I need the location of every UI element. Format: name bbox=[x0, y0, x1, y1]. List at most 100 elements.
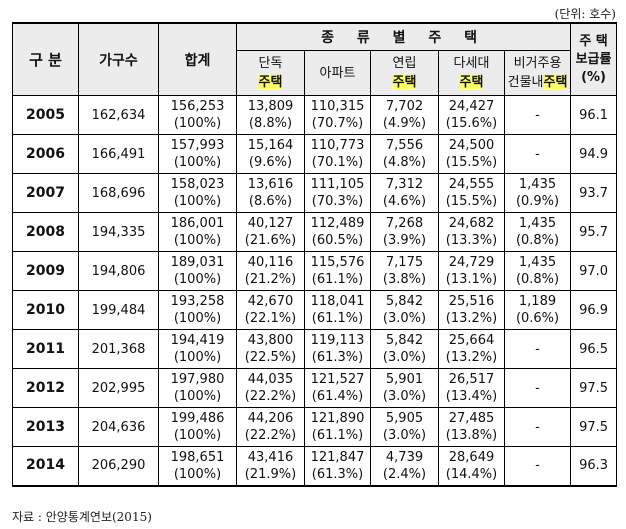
cell-households: 206,290 bbox=[78, 446, 159, 487]
cell-value: 1,435 bbox=[518, 177, 557, 192]
cell-percent: (100%) bbox=[173, 194, 222, 209]
cell-percent: (3.0%) bbox=[382, 428, 427, 443]
cell-apartment: 121,527 (61.4%) bbox=[304, 368, 371, 408]
cell-detached: 40,127 (21.6%) bbox=[236, 212, 305, 252]
cell-row-house: 5,905 (3.0%) bbox=[370, 407, 439, 447]
table-row: 2008 194,335 186,001 (100%) 40,127 (21.6%) 112… bbox=[12, 212, 618, 252]
cell-value: 26,517 bbox=[448, 372, 495, 387]
highlight-text: 주택 bbox=[392, 75, 417, 90]
cell-row-house: 7,312 (4.6%) bbox=[370, 173, 439, 213]
cell-value: - bbox=[535, 341, 540, 357]
cell-percent: (61.1%) bbox=[311, 428, 364, 443]
cell-row-house: 7,702 (4.9%) bbox=[370, 95, 439, 135]
cell-apartment: 121,890 (61.1%) bbox=[304, 407, 371, 447]
cell-detached: 42,670 (22.1%) bbox=[236, 290, 305, 330]
cell-percent: (61.1%) bbox=[311, 311, 364, 326]
cell-detached: 43,416 (21.9%) bbox=[236, 446, 305, 487]
cell-year: 2012 bbox=[12, 368, 79, 408]
cell-percent: (15.5%) bbox=[445, 194, 498, 209]
unit-note: (단위: 호수) bbox=[554, 7, 616, 21]
cell-supply-rate: 95.7 bbox=[570, 212, 618, 252]
cell-percent: (8.6%) bbox=[248, 194, 293, 209]
header-total: 합계 bbox=[158, 22, 237, 96]
cell-value: 43,800 bbox=[247, 333, 294, 348]
cell-non-residential: - bbox=[503, 407, 572, 447]
cell-value: 27,485 bbox=[448, 411, 495, 426]
cell-households: 201,368 bbox=[78, 329, 159, 369]
cell-year: 2006 bbox=[12, 134, 79, 174]
cell-supply-rate: 96.9 bbox=[570, 290, 618, 330]
cell-households: 194,335 bbox=[78, 212, 159, 252]
cell-value: 5,905 bbox=[385, 411, 424, 426]
cell-total: 158,023 (100%) bbox=[158, 173, 237, 213]
table-row: 2005 162,634 156,253 (100%) 13,809 (8.8%) 110,… bbox=[12, 95, 618, 135]
cell-multi-household: 24,427 (15.6%) bbox=[438, 95, 505, 135]
cell-total: 194,419 (100%) bbox=[158, 329, 237, 369]
cell-row-house: 5,901 (3.0%) bbox=[370, 368, 439, 408]
cell-percent: (21.6%) bbox=[244, 233, 297, 248]
cell-value: 7,702 bbox=[385, 99, 424, 114]
cell-supply-rate: 96.1 bbox=[570, 95, 618, 135]
table-body: 2005 162,634 156,253 (100%) 13,809 (8.8%) 110,… bbox=[12, 95, 618, 487]
cell-value: - bbox=[535, 107, 540, 123]
header-supply-rate: 주 택 보급률 (%) bbox=[570, 22, 618, 96]
cell-supply-rate: 96.3 bbox=[570, 446, 618, 487]
highlight-text: 주택 bbox=[459, 75, 484, 90]
cell-supply-rate: 97.5 bbox=[570, 407, 618, 447]
header-row-house: 연립 주택 bbox=[370, 50, 439, 96]
cell-supply-rate: 93.7 bbox=[570, 173, 618, 213]
cell-apartment: 110,315 (70.7%) bbox=[304, 95, 371, 135]
cell-detached: 13,809 (8.8%) bbox=[236, 95, 305, 135]
cell-row-house: 4,739 (2.4%) bbox=[370, 446, 439, 487]
cell-percent: (61.3%) bbox=[311, 466, 364, 482]
cell-value: 13,809 bbox=[247, 99, 294, 114]
cell-value: 1,189 bbox=[518, 294, 557, 309]
cell-supply-rate: 97.0 bbox=[570, 251, 618, 291]
cell-percent: (100%) bbox=[173, 155, 222, 170]
cell-percent: (22.5%) bbox=[244, 350, 297, 365]
cell-apartment: 111,105 (70.3%) bbox=[304, 173, 371, 213]
cell-value: 7,312 bbox=[385, 177, 424, 192]
cell-percent: (61.1%) bbox=[311, 272, 364, 287]
cell-percent: (100%) bbox=[173, 428, 222, 443]
cell-percent: (3.0%) bbox=[382, 389, 427, 404]
cell-value: 7,268 bbox=[385, 216, 424, 231]
cell-percent: (13.2%) bbox=[445, 311, 498, 326]
cell-percent: (22.2%) bbox=[244, 428, 297, 443]
cell-value: - bbox=[535, 419, 540, 435]
cell-total: 157,993 (100%) bbox=[158, 134, 237, 174]
cell-row-house: 5,842 (3.0%) bbox=[370, 329, 439, 369]
table-row: 2013 204,636 199,486 (100%) 44,206 (22.2%) 121… bbox=[12, 407, 618, 447]
cell-detached: 13,616 (8.6%) bbox=[236, 173, 305, 213]
cell-value: 156,253 bbox=[170, 99, 225, 114]
cell-percent: (4.9%) bbox=[382, 116, 427, 131]
cell-year: 2008 bbox=[12, 212, 79, 252]
cell-value: 119,113 bbox=[310, 333, 365, 348]
cell-value: 1,435 bbox=[518, 216, 557, 231]
cell-value: 24,682 bbox=[448, 216, 495, 231]
cell-non-residential: 1,189 (0.6%) bbox=[503, 290, 572, 330]
cell-percent: (3.8%) bbox=[382, 272, 427, 287]
cell-households: 162,634 bbox=[78, 95, 159, 135]
cell-percent: (0.6%) bbox=[515, 311, 560, 326]
cell-non-residential: - bbox=[503, 329, 572, 369]
cell-row-house: 7,268 (3.9%) bbox=[370, 212, 439, 252]
cell-row-house: 5,842 (3.0%) bbox=[370, 290, 439, 330]
cell-multi-household: 25,516 (13.2%) bbox=[438, 290, 505, 330]
cell-total: 198,651 (100%) bbox=[158, 446, 237, 487]
table-row: 2012 202,995 197,980 (100%) 44,035 (22.2%) 121… bbox=[12, 368, 618, 408]
cell-apartment: 118,041 (61.1%) bbox=[304, 290, 371, 330]
cell-percent: (3.9%) bbox=[382, 233, 427, 248]
table-header: 구 분 가구수 합계 종 류 별 주 택 주 택 보급률 (%) 단독 주택 아… bbox=[12, 22, 618, 96]
cell-detached: 43,800 (22.5%) bbox=[236, 329, 305, 369]
header-detached: 단독 주택 bbox=[236, 50, 305, 96]
cell-value: 25,516 bbox=[448, 294, 495, 309]
cell-percent: (0.8%) bbox=[515, 272, 560, 287]
cell-households: 168,696 bbox=[78, 173, 159, 213]
cell-year: 2010 bbox=[12, 290, 79, 330]
cell-multi-household: 28,649 (14.4%) bbox=[438, 446, 505, 487]
cell-apartment: 110,773 (70.1%) bbox=[304, 134, 371, 174]
highlight-text: 주택 bbox=[543, 75, 568, 90]
cell-value: 25,664 bbox=[448, 333, 495, 348]
table-row: 2007 168,696 158,023 (100%) 13,616 (8.6%) 111,… bbox=[12, 173, 618, 213]
